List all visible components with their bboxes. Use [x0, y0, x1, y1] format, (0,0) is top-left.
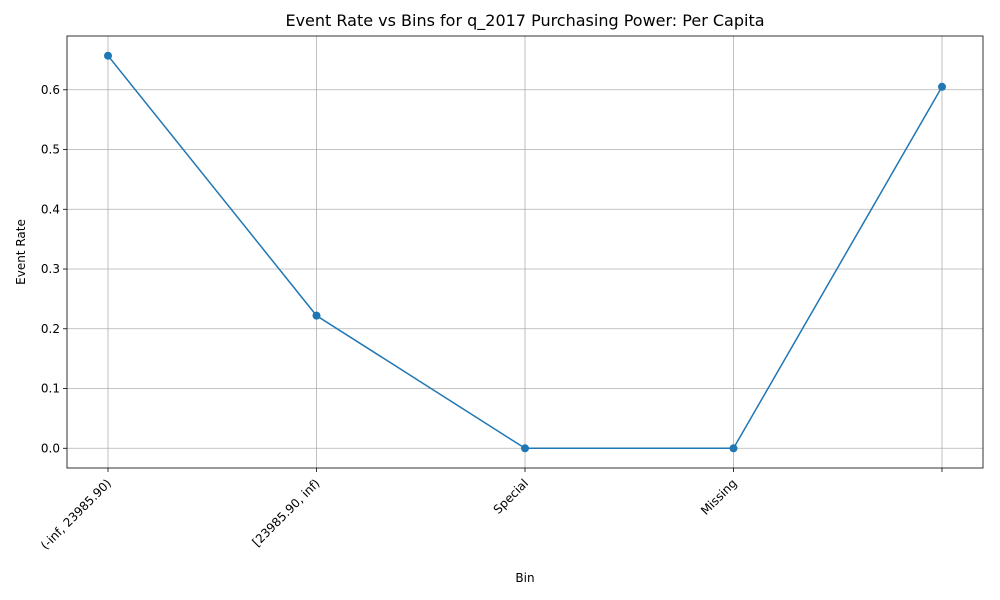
x-tick-label: Special [491, 476, 531, 516]
chart-title: Event Rate vs Bins for q_2017 Purchasing… [285, 11, 764, 31]
series-layer [104, 51, 946, 453]
data-point [938, 82, 946, 91]
y-tick-label: 0.4 [41, 202, 60, 216]
x-axis-label: Bin [515, 571, 534, 585]
y-tick-label: 0.5 [41, 143, 60, 157]
grid-layer [67, 36, 983, 468]
plot-frame [66, 35, 984, 469]
data-point [104, 51, 112, 60]
y-axis-label: Event Rate [14, 219, 28, 285]
y-tick-label: 0.2 [41, 322, 60, 336]
x-tick-label: (-inf, 23985.90) [38, 476, 114, 552]
x-tick-label: [23985.90, inf) [249, 476, 322, 549]
data-point [521, 444, 529, 453]
y-tick-label: 0.1 [41, 382, 60, 396]
y-tick-label: 0.6 [41, 83, 60, 97]
y-tick-label: 0.0 [41, 441, 60, 455]
tick-layer: (-inf, 23985.90) [23985.90, inf) Special Mi… [38, 83, 943, 552]
y-tick-label: 0.3 [41, 262, 60, 276]
x-tick-label: Missing [698, 476, 740, 518]
data-point [312, 311, 321, 320]
data-point [729, 444, 738, 453]
